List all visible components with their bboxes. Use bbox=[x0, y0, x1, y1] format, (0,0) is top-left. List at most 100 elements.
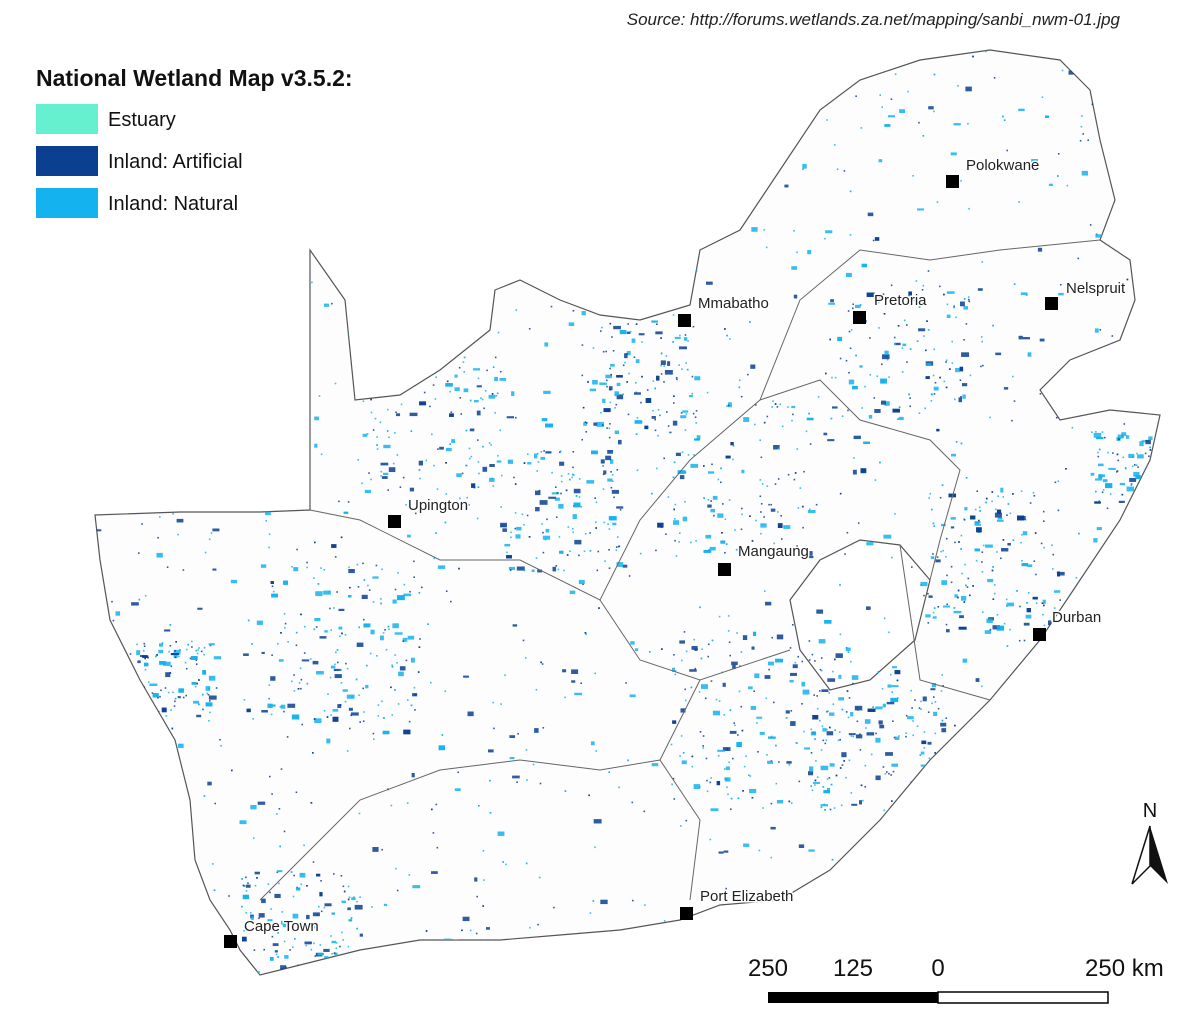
wetland-speckle bbox=[1143, 55, 1146, 57]
wetland-speckle bbox=[657, 409, 660, 411]
wetland-speckle bbox=[733, 722, 735, 724]
wetland-speckle bbox=[953, 305, 955, 308]
wetland-speckle bbox=[837, 336, 843, 342]
wetland-speckle bbox=[667, 361, 671, 366]
wetland-speckle bbox=[535, 507, 540, 512]
wetland-speckle bbox=[960, 180, 962, 182]
wetland-speckle bbox=[766, 754, 768, 756]
wetland-speckle bbox=[360, 338, 365, 343]
wetland-speckle bbox=[789, 647, 792, 649]
wetland-speckle bbox=[505, 118, 507, 121]
wetland-speckle bbox=[1013, 400, 1016, 402]
wetland-speckle bbox=[683, 631, 686, 633]
wetland-speckle bbox=[99, 731, 102, 733]
wetland-speckle bbox=[287, 399, 290, 402]
wetland-speckle bbox=[572, 451, 575, 453]
wetland-speckle bbox=[157, 411, 164, 414]
wetland-speckle bbox=[950, 517, 956, 520]
wetland-speckle bbox=[754, 673, 760, 679]
wetland-speckle bbox=[617, 272, 620, 275]
wetland-speckle bbox=[190, 656, 198, 660]
wetland-speckle bbox=[543, 390, 551, 394]
wetland-speckle bbox=[514, 512, 517, 514]
wetland-speckle bbox=[624, 312, 628, 315]
wetland-speckle bbox=[216, 115, 221, 119]
wetland-speckle bbox=[1033, 560, 1036, 562]
wetland-speckle bbox=[572, 527, 574, 530]
wetland-speckle bbox=[257, 801, 266, 805]
wetland-speckle bbox=[703, 465, 705, 467]
wetland-speckle bbox=[435, 803, 438, 806]
wetland-speckle bbox=[529, 926, 531, 929]
wetland-speckle bbox=[185, 694, 187, 697]
wetland-speckle bbox=[407, 171, 409, 173]
wetland-speckle bbox=[628, 372, 630, 375]
wetland-speckle bbox=[992, 324, 994, 327]
wetland-speckle bbox=[1166, 916, 1168, 918]
wetland-speckle bbox=[537, 453, 539, 455]
wetland-speckle bbox=[282, 923, 288, 928]
wetland-speckle bbox=[384, 629, 386, 631]
wetland-speckle bbox=[1069, 740, 1072, 743]
wetland-speckle bbox=[1138, 740, 1140, 742]
wetland-speckle bbox=[705, 697, 707, 700]
wetland-speckle bbox=[779, 931, 781, 933]
wetland-speckle bbox=[160, 258, 163, 260]
wetland-speckle bbox=[405, 503, 407, 506]
wetland-speckle bbox=[1143, 469, 1146, 472]
wetland-speckle bbox=[808, 412, 810, 415]
wetland-speckle bbox=[490, 444, 492, 446]
wetland-speckle bbox=[161, 642, 164, 644]
wetland-speckle bbox=[927, 711, 930, 713]
wetland-speckle bbox=[297, 465, 299, 468]
wetland-speckle bbox=[375, 564, 378, 567]
wetland-speckle bbox=[1006, 514, 1008, 516]
wetland-speckle bbox=[909, 405, 911, 408]
wetland-speckle bbox=[823, 432, 828, 436]
wetland-speckle bbox=[756, 716, 763, 719]
wetland-speckle bbox=[346, 750, 349, 752]
wetland-speckle bbox=[578, 579, 585, 585]
wetland-speckle bbox=[356, 961, 358, 964]
wetland-speckle bbox=[978, 519, 980, 522]
wetland-speckle bbox=[312, 861, 315, 863]
wetland-speckle bbox=[151, 399, 154, 401]
wetland-speckle bbox=[358, 812, 361, 815]
wetland-speckle bbox=[109, 492, 111, 495]
wetland-speckle bbox=[1129, 536, 1132, 538]
wetland-speckle bbox=[606, 116, 612, 119]
wetland-speckle bbox=[665, 533, 667, 535]
wetland-speckle bbox=[1154, 472, 1157, 475]
wetland-speckle bbox=[481, 398, 484, 401]
wetland-speckle bbox=[991, 796, 994, 798]
wetland-speckle bbox=[761, 483, 764, 485]
wetland-speckle bbox=[771, 406, 773, 408]
wetland-speckle bbox=[741, 729, 744, 732]
wetland-speckle bbox=[681, 659, 683, 662]
wetland-speckle bbox=[1137, 466, 1139, 468]
legend-title: National Wetland Map v3.5.2: bbox=[36, 65, 353, 91]
wetland-speckle bbox=[239, 820, 247, 825]
wetland-speckle bbox=[407, 534, 411, 538]
wetland-speckle bbox=[718, 700, 721, 702]
wetland-speckle bbox=[368, 353, 370, 356]
wetland-speckle bbox=[847, 409, 849, 412]
wetland-speckle bbox=[749, 321, 751, 323]
wetland-speckle bbox=[327, 968, 329, 970]
wetland-speckle bbox=[675, 555, 678, 557]
wetland-speckle bbox=[299, 872, 306, 878]
wetland-speckle bbox=[347, 945, 350, 948]
wetland-speckle bbox=[311, 201, 314, 203]
wetland-speckle bbox=[692, 412, 695, 415]
wetland-speckle bbox=[852, 303, 854, 306]
wetland-speckle bbox=[672, 420, 678, 426]
wetland-speckle bbox=[170, 665, 173, 668]
wetland-speckle bbox=[624, 361, 626, 364]
wetland-speckle bbox=[1164, 804, 1166, 806]
wetland-speckle bbox=[933, 73, 936, 76]
wetland-speckle bbox=[316, 155, 318, 157]
wetland-speckle bbox=[693, 454, 695, 456]
wetland-speckle bbox=[237, 255, 239, 258]
wetland-speckle bbox=[267, 123, 269, 125]
wetland-speckle bbox=[411, 657, 415, 663]
